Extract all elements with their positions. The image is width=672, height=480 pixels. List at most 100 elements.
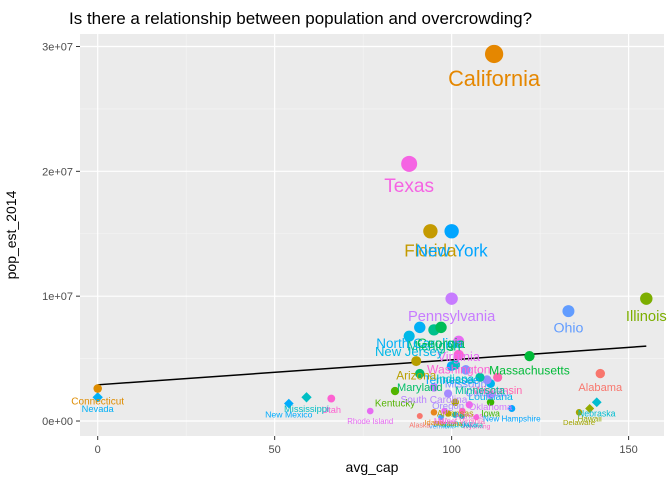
data-point [475,372,485,382]
point-label: Utah [322,405,341,415]
y-tick-label: 0e+00 [42,416,73,428]
point-label: North Carolina [376,336,464,351]
point-label: West Virginia [439,417,485,426]
point-label: Colorado [466,387,509,399]
point-label: Michigan [407,338,461,353]
point-label: New York [416,242,489,261]
trend-line [97,345,647,386]
point-label: Delaware [563,418,595,427]
data-point [283,398,294,409]
data-point [435,321,447,334]
x-tick-label: 150 [619,444,637,456]
chart-title: Is there a relationship between populati… [69,9,532,28]
data-point [429,383,439,392]
data-point [585,404,595,414]
point-label: Wyoming [463,424,491,431]
data-point [493,372,503,382]
point-label: Oregon [432,401,464,412]
axes: 0 50 100 150 0e+00 1e+07 2e+07 3e+07 [42,41,638,456]
data-point [423,224,438,239]
data-point [452,411,459,418]
data-point [473,414,480,421]
point-label: South Carolina [401,395,468,406]
point-label: Minnesota [455,385,505,397]
point-label: Georgia [417,336,466,351]
data-point [403,330,415,342]
point-label: Texas [384,176,434,197]
point-label: Maine [434,417,455,426]
data-point [411,356,422,367]
data-point [524,350,535,362]
point-label: Kansas [455,411,483,421]
point-label: Mississippi [284,404,329,414]
data-point [93,384,102,393]
data-point [451,398,459,407]
data-point [450,359,461,370]
point-label: Rhode Island [347,417,393,426]
data-points [92,44,653,421]
data-point [508,405,516,413]
point-label: Louisiana [468,392,513,403]
point-label: California [448,66,541,91]
y-tick-label: 2e+07 [42,166,73,178]
data-point [453,349,464,360]
point-label: Maryland [397,382,443,394]
point-label: Ohio [553,321,583,337]
point-label: Washington [427,363,490,377]
data-point [444,389,453,398]
data-point [327,394,336,403]
point-label: Vermont [429,424,454,431]
data-point [92,392,103,403]
data-point [415,368,425,379]
data-point [414,321,426,334]
point-label: Alaska [409,423,430,430]
data-point [484,44,504,64]
data-point [453,335,465,347]
x-tick-label: 0 [95,444,101,456]
point-label: Hawaii [578,415,602,424]
point-label: Arizona [396,368,436,382]
data-point [445,292,458,305]
point-label: Idaho [424,418,443,427]
x-tick-label: 100 [442,444,460,456]
point-label: Massachusetts [489,364,570,378]
data-point [441,407,448,415]
x-tick-label: 50 [269,444,281,456]
data-point [438,414,444,421]
trend-line-group [97,345,647,386]
point-label: North Dakota [442,423,483,430]
data-point [461,365,471,375]
point-label: New Mexico [265,409,312,419]
data-point [640,292,653,305]
data-point [459,413,466,420]
grid-lines [80,34,664,436]
data-point [482,375,492,385]
data-point [430,409,438,416]
point-label: Arkansas [437,408,474,418]
data-point [591,397,602,408]
point-label: Kentucky [375,399,415,410]
data-point [486,390,495,399]
data-point [444,224,459,239]
data-point [390,386,400,396]
data-point [575,409,583,416]
point-label: Montana [434,419,464,428]
data-point [486,398,495,407]
point-label: Wisconsin [473,385,522,397]
point-label: South Dakota [433,420,477,429]
point-label: Nevada [82,404,115,414]
plot-panel [80,34,664,436]
point-label: Indiana [436,373,475,386]
data-point [458,407,466,415]
point-label: Connecticut [71,396,124,407]
data-point [562,305,575,318]
data-point [366,407,374,415]
data-point [416,413,423,420]
point-label: Illinois [626,309,667,325]
y-axis-title: pop_est_2014 [3,190,19,279]
data-point [465,401,473,409]
point-label: New Jersey [375,344,444,359]
point-label: New Hampshire [483,415,541,424]
